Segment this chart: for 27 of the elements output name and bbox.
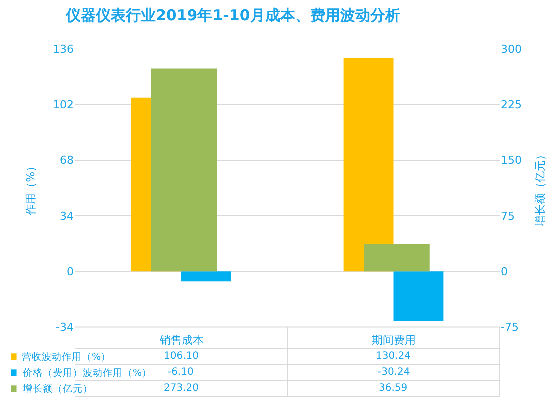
y2-tick-label: 75 — [501, 210, 515, 223]
chart-title: 仪器仪表行业2019年1-10月成本、费用波动分析 — [65, 6, 400, 25]
y-tick-label: 0 — [67, 265, 74, 278]
y-tick-label: 68 — [60, 154, 74, 168]
data-label: -30.24 — [378, 367, 410, 378]
y2-tick-label: 150 — [501, 154, 522, 168]
y2-tick-label: 225 — [501, 98, 522, 112]
legend-label: 增长额（亿元） — [22, 383, 93, 395]
y-axis-title: 作用（%） — [24, 160, 38, 216]
y-tick-label: 34 — [60, 210, 74, 223]
legend-label: 营收波动作用（%） — [22, 351, 112, 363]
data-label: 106.10 — [164, 351, 199, 362]
data-label: 36.59 — [379, 383, 408, 394]
legend-label: 价格（费用）波动作用（%） — [22, 367, 152, 379]
x-tick-label: 销售成本 — [159, 334, 204, 347]
y-tick-label: -34 — [56, 321, 74, 334]
x-tick-label: 期间费用 — [372, 334, 416, 347]
data-label: 273.20 — [164, 383, 199, 394]
y2-tick-label: -75 — [501, 321, 519, 334]
y-tick-label: 136 — [53, 42, 74, 56]
y2-axis-title: 增长额（亿元） — [534, 150, 548, 228]
bar — [181, 272, 232, 282]
y2-tick-label: 300 — [501, 42, 522, 56]
data-label: 130.24 — [376, 351, 411, 362]
data-label: -6.10 — [168, 367, 194, 378]
y-tick-label: 102 — [53, 98, 74, 112]
y2-tick-label: 0 — [501, 265, 508, 278]
